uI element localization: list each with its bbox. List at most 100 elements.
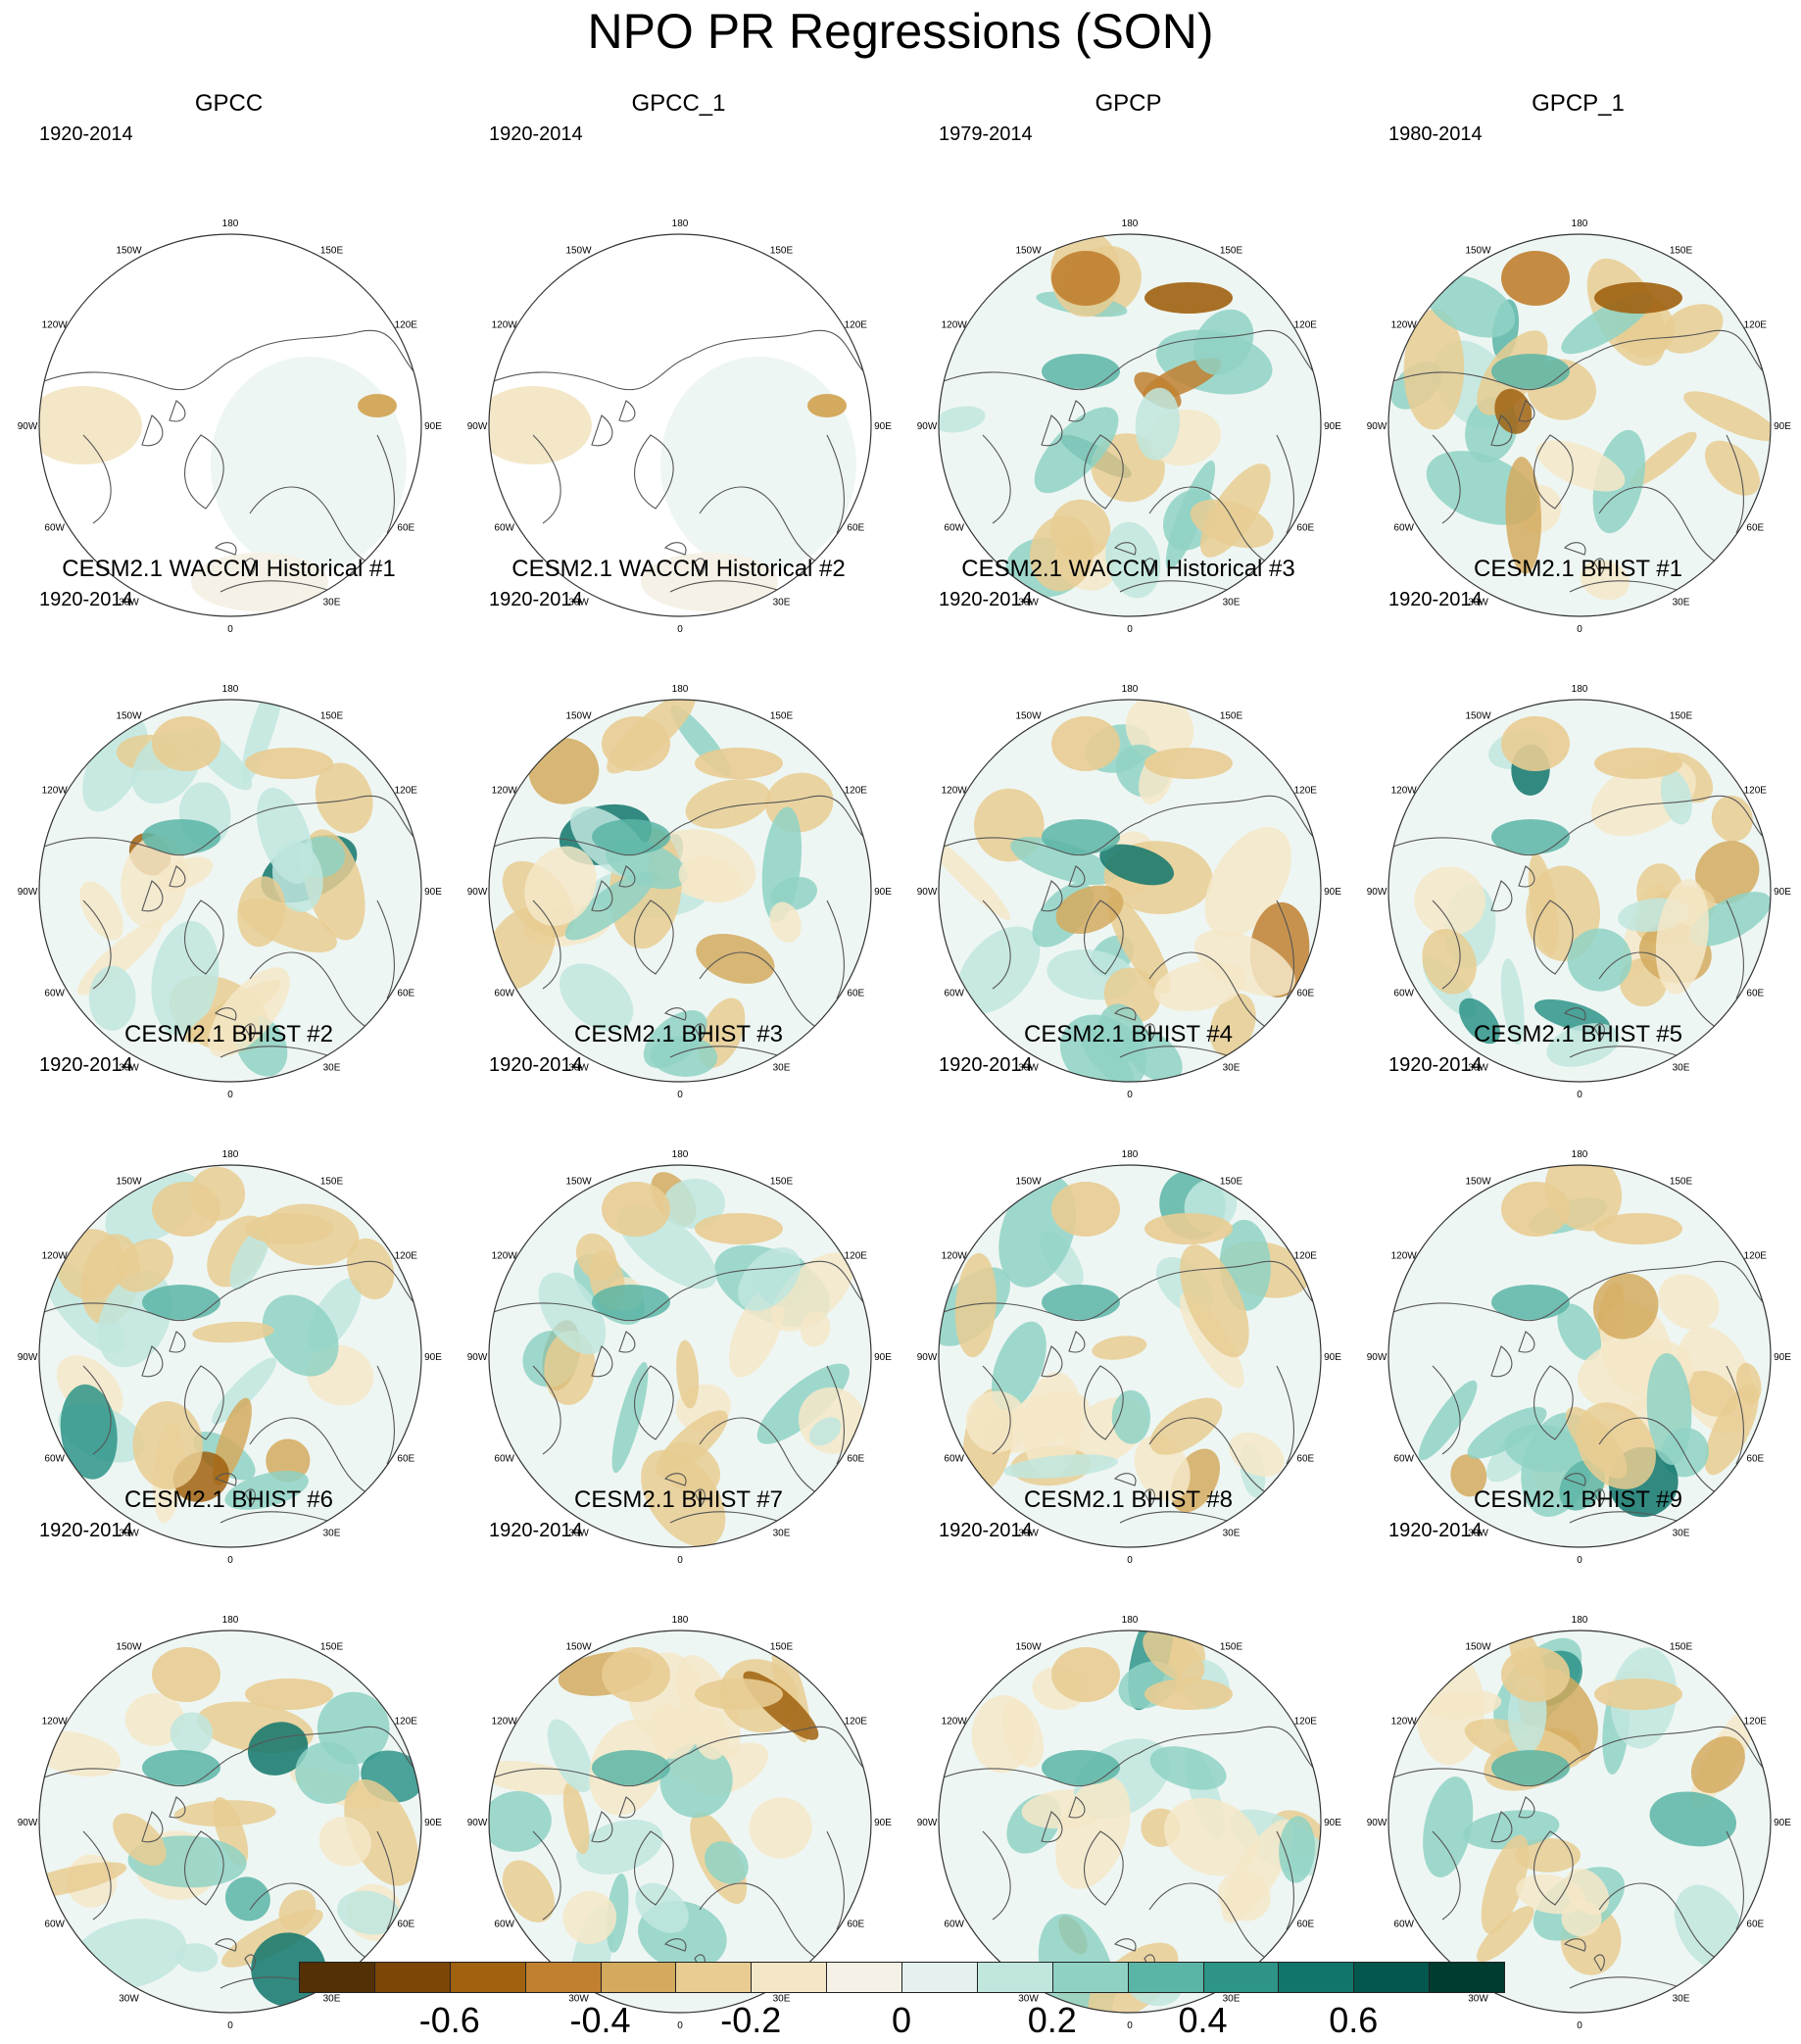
- longitude-label: 150W: [116, 246, 142, 257]
- longitude-label: 60E: [1746, 1454, 1764, 1465]
- longitude-label: 150W: [565, 246, 592, 257]
- map-panel: 180 150W 150E 120W 120E 90W 90E 60W 60E 30W 30E 0 CE…: [1353, 1021, 1801, 1566]
- longitude-label: 90W: [917, 887, 938, 898]
- longitude-label: 30E: [773, 1528, 791, 1538]
- panel-period: 1920-2014: [39, 1520, 133, 1541]
- longitude-label: 180: [1572, 684, 1588, 695]
- panel-title: CESM2.1 BHIST #8: [1024, 1486, 1233, 1513]
- panel-period: 1920-2014: [39, 1054, 133, 1076]
- polar-map: 180 150W 150E 120W 120E 90W 90E 60W 60E 30W 30E 0: [917, 1149, 1342, 1566]
- longitude-label: 0: [227, 1090, 233, 1100]
- coastline: [943, 329, 1319, 598]
- longitude-label: 60W: [1393, 523, 1414, 534]
- longitude-label: 60E: [397, 989, 414, 999]
- longitude-label: 120E: [395, 320, 418, 331]
- longitude-label: 120E: [1744, 1251, 1768, 1262]
- longitude-label: 90W: [1367, 421, 1387, 432]
- longitude-label: 120E: [845, 1251, 868, 1262]
- figure-title: NPO PR Regressions (SON): [587, 4, 1214, 59]
- colorbar-tick-label: 0: [891, 2000, 912, 2040]
- panel-period: 1920-2014: [939, 1054, 1033, 1076]
- longitude-label: 60E: [847, 1920, 864, 1930]
- longitude-label: 0: [1127, 1090, 1133, 1100]
- colorbar: [299, 1962, 1505, 1995]
- longitude-label: 30W: [1018, 1528, 1039, 1538]
- longitude-label: 150W: [116, 1642, 142, 1653]
- longitude-label: 120E: [1744, 1717, 1768, 1728]
- map-boundary: [38, 699, 422, 1083]
- colorbar-swatch: [751, 1962, 828, 1993]
- longitude-label: 30E: [1223, 1528, 1241, 1538]
- map-panel: 180 150W 150E 120W 120E 90W 90E 60W 60E 30W 30E 0 CE…: [903, 1021, 1353, 1566]
- longitude-label: 30E: [773, 1062, 791, 1073]
- longitude-label: 150E: [770, 711, 794, 722]
- longitude-label: 0: [1577, 1090, 1582, 1100]
- map-boundary: [38, 1630, 422, 2014]
- longitude-label: 120E: [395, 786, 418, 797]
- longitude-label: 120W: [42, 1251, 69, 1262]
- coastline: [43, 1260, 419, 1529]
- longitude-label: 150W: [1465, 246, 1491, 257]
- longitude-label: 30E: [1673, 1993, 1690, 2004]
- longitude-label: 90E: [1324, 421, 1341, 432]
- colorbar-swatch: [901, 1962, 978, 1993]
- longitude-label: 180: [1572, 1149, 1588, 1160]
- map-boundary: [1387, 699, 1772, 1083]
- longitude-label: 150E: [320, 246, 344, 257]
- longitude-label: 120E: [1294, 1717, 1318, 1728]
- longitude-label: 60W: [944, 1454, 964, 1465]
- map-panel: 180 150W 150E 120W 120E 90W 90E 60W 60E 30W 30E 0 GP…: [454, 90, 903, 635]
- longitude-label: 150W: [1015, 711, 1042, 722]
- panel-title: GPCC_1: [631, 90, 726, 117]
- longitude-label: 60E: [1746, 1920, 1764, 1930]
- map-boundary: [938, 699, 1322, 1083]
- longitude-label: 60W: [944, 989, 964, 999]
- longitude-label: 0: [1577, 1555, 1582, 1566]
- longitude-label: 60E: [1296, 1920, 1314, 1930]
- longitude-label: 30E: [1673, 597, 1690, 608]
- longitude-label: 150W: [565, 711, 592, 722]
- map-boundary: [938, 1630, 1322, 2014]
- longitude-label: 60W: [494, 523, 514, 534]
- polar-map: 180 150W 150E 120W 120E 90W 90E 60W 60E 30W 30E 0: [467, 219, 893, 635]
- longitude-label: 90E: [424, 421, 442, 432]
- longitude-label: 30E: [323, 597, 341, 608]
- panel-title: CESM2.1 BHIST #2: [124, 1021, 333, 1047]
- longitude-label: 60E: [1296, 989, 1314, 999]
- longitude-label: 60W: [44, 989, 65, 999]
- longitude-label: 150W: [1465, 1642, 1491, 1653]
- longitude-label: 120E: [1294, 786, 1318, 797]
- precip-field: [939, 1170, 1311, 1513]
- longitude-label: 150E: [1220, 246, 1243, 257]
- longitude-label: 150W: [1465, 1177, 1491, 1188]
- panel-title: GPCP: [1095, 90, 1162, 117]
- longitude-label: 150W: [1015, 246, 1042, 257]
- colorbar-tick-label: 0.6: [1329, 2000, 1379, 2040]
- map-boundary: [938, 1164, 1322, 1548]
- longitude-label: 90W: [18, 887, 38, 898]
- colorbar-swatch: [976, 1962, 1053, 1993]
- longitude-label: 30W: [568, 1993, 589, 2004]
- colorbar-swatch: [1051, 1962, 1129, 1993]
- map-boundary: [1387, 1164, 1772, 1548]
- map-panel: 180 150W 150E 120W 120E 90W 90E 60W 60E 30W 30E 0 CE…: [1353, 1486, 1801, 2031]
- longitude-label: 180: [1572, 1615, 1588, 1626]
- longitude-label: 90E: [874, 1352, 892, 1363]
- longitude-label: 60W: [1393, 1454, 1414, 1465]
- longitude-label: 90W: [467, 887, 488, 898]
- longitude-label: 0: [1577, 2020, 1582, 2031]
- map-boundary: [488, 233, 872, 617]
- colorbar-swatch: [1353, 1962, 1431, 1993]
- longitude-label: 60W: [44, 1454, 65, 1465]
- colorbar-swatch: [1127, 1962, 1204, 1993]
- colorbar-tick-label: -0.6: [418, 2000, 480, 2040]
- longitude-label: 180: [222, 1615, 239, 1626]
- longitude-label: 120E: [845, 786, 868, 797]
- longitude-label: 60E: [847, 1454, 864, 1465]
- colorbar-tick-label: 0.2: [1027, 2000, 1077, 2040]
- colorbar-swatch: [826, 1962, 902, 1993]
- map-panel: 180 150W 150E 120W 120E 90W 90E 60W 60E 30W 30E 0 CE…: [903, 1486, 1353, 2031]
- longitude-label: 90W: [467, 1818, 488, 1828]
- longitude-label: 30W: [119, 1528, 139, 1538]
- colorbar-swatch: [675, 1962, 753, 1993]
